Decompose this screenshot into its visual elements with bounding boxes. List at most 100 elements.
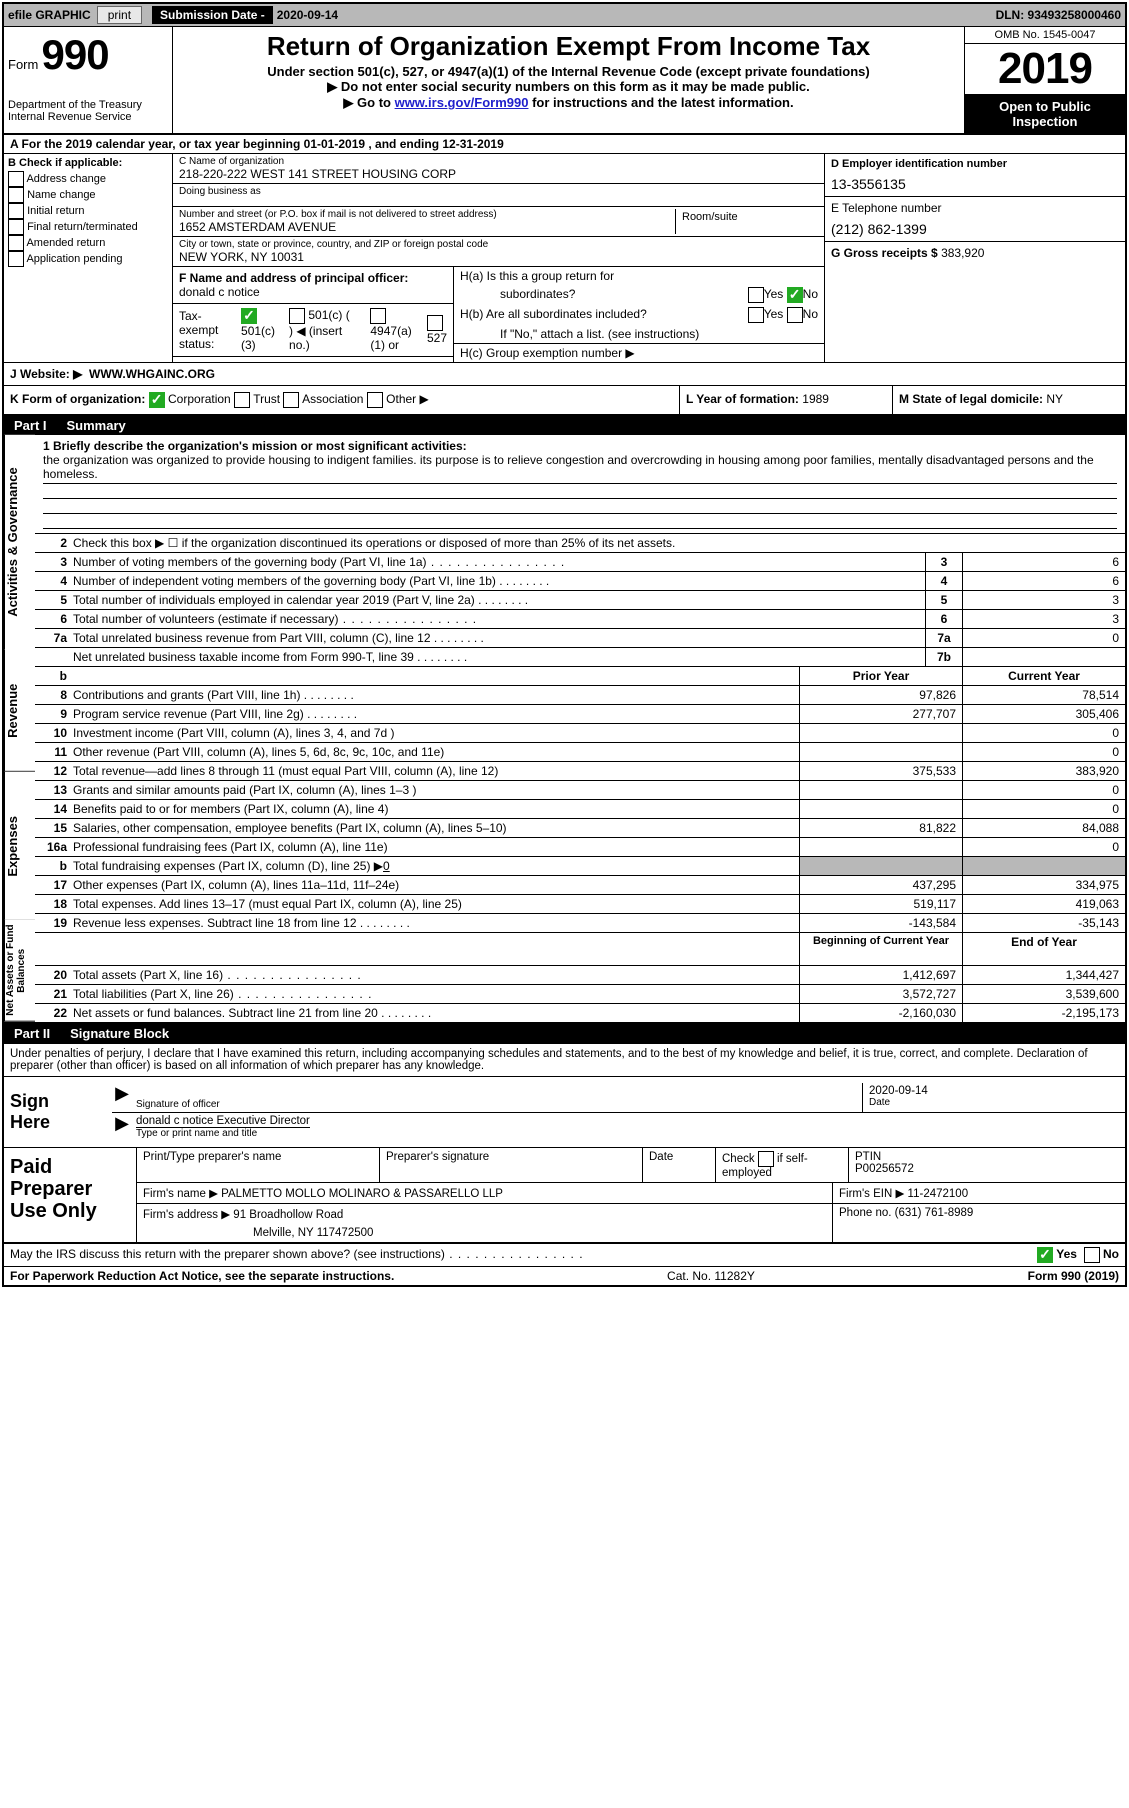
mission-q: 1 Briefly describe the organization's mi… — [43, 439, 1117, 453]
firm-phone: (631) 761-8989 — [895, 1207, 974, 1219]
b-header: B Check if applicable: — [8, 156, 168, 171]
g-lbl: G Gross receipts $ — [831, 246, 938, 260]
p-h1: Print/Type preparer's name — [137, 1148, 380, 1182]
r2: Check this box ▶ ☐ if the organization d… — [73, 534, 1125, 552]
cb-hb-yes[interactable] — [748, 307, 764, 323]
p18: 519,117 — [799, 895, 962, 913]
note-goto-post: for instructions and the latest informat… — [528, 95, 793, 110]
r10: Investment income (Part VIII, column (A)… — [73, 724, 799, 742]
r3: Number of voting members of the governin… — [73, 553, 925, 571]
c11: 0 — [962, 743, 1125, 761]
c9: 305,406 — [962, 705, 1125, 723]
cb-501c3[interactable] — [241, 308, 257, 324]
r16b-pre: Total fundraising expenses (Part IX, col… — [73, 859, 383, 873]
c-name-lbl: C Name of organization — [179, 156, 818, 167]
r5: Total number of individuals employed in … — [73, 591, 925, 609]
cb-discuss-yes[interactable] — [1037, 1247, 1053, 1263]
r20: Total assets (Part X, line 16) — [73, 966, 799, 984]
sig-date: 2020-09-14 — [869, 1085, 1119, 1097]
tab-net-assets: Net Assets or Fund Balances — [4, 920, 35, 1022]
p22: -2,160,030 — [799, 1004, 962, 1022]
h-current: Current Year — [962, 667, 1125, 685]
r16a: Professional fundraising fees (Part IX, … — [73, 838, 799, 856]
cb-assoc[interactable] — [283, 392, 299, 408]
dept-label: Department of the Treasury Internal Reve… — [8, 99, 168, 123]
open-public-1: Open to Public — [967, 99, 1123, 114]
cb-trust[interactable] — [234, 392, 250, 408]
cb-amended[interactable] — [8, 235, 24, 251]
b-pending: Application pending — [26, 253, 122, 265]
perjury: Under penalties of perjury, I declare th… — [4, 1043, 1125, 1076]
tab-revenue: Revenue — [4, 650, 35, 772]
dln: DLN: 93493258000460 — [996, 8, 1121, 22]
i-527: 527 — [427, 331, 447, 345]
note-goto-pre: ▶ Go to — [343, 95, 394, 110]
k-lbl: K Form of organization: — [10, 392, 145, 406]
street-lbl: Number and street (or P.O. box if mail i… — [179, 209, 675, 220]
open-public-2: Inspection — [967, 114, 1123, 129]
ha2: subordinates? — [460, 287, 748, 303]
c14: 0 — [962, 800, 1125, 818]
cb-address-change[interactable] — [8, 171, 24, 187]
room-lbl: Room/suite — [676, 209, 818, 234]
b-final: Final return/terminated — [27, 221, 138, 233]
paid-preparer: Paid Preparer Use Only — [4, 1148, 136, 1242]
org-name: 218-220-222 WEST 141 STREET HOUSING CORP — [179, 167, 818, 181]
cb-initial[interactable] — [8, 203, 24, 219]
v4: 6 — [962, 572, 1125, 590]
city: NEW YORK, NY 10031 — [179, 250, 818, 264]
officer-sig-lbl: Signature of officer — [136, 1099, 858, 1110]
r4: Number of independent voting members of … — [73, 572, 925, 590]
hb-note: If "No," attach a list. (see instruction… — [460, 327, 818, 341]
ein-lbl: Firm's EIN ▶ — [839, 1188, 904, 1200]
addr2: Melville, NY 117472500 — [143, 1221, 826, 1239]
cb-501c[interactable] — [289, 308, 305, 324]
c13: 0 — [962, 781, 1125, 799]
k-other: Other ▶ — [386, 392, 429, 406]
form-label: Form — [8, 57, 38, 72]
p-h2: Preparer's signature — [380, 1148, 643, 1182]
r22: Net assets or fund balances. Subtract li… — [73, 1004, 799, 1022]
hb-lbl: H(b) Are all subordinates included? — [460, 307, 748, 323]
c15: 84,088 — [962, 819, 1125, 837]
cb-discuss-no[interactable] — [1084, 1247, 1100, 1263]
r21: Total liabilities (Part X, line 26) — [73, 985, 799, 1003]
cb-ha-yes[interactable] — [748, 287, 764, 303]
cb-pending[interactable] — [8, 251, 24, 267]
cb-ha-no[interactable] — [787, 287, 803, 303]
h-begin: Beginning of Current Year — [799, 933, 962, 965]
r9: Program service revenue (Part VIII, line… — [73, 705, 799, 723]
phone: (212) 862-1399 — [831, 215, 1119, 237]
discuss-q: May the IRS discuss this return with the… — [10, 1247, 584, 1263]
cb-other[interactable] — [367, 392, 383, 408]
cb-527[interactable] — [427, 315, 443, 331]
sign-here: Sign Here — [4, 1077, 96, 1147]
form990-link[interactable]: www.irs.gov/Form990 — [395, 95, 529, 110]
cb-name-change[interactable] — [8, 187, 24, 203]
p-h4a: Check — [722, 1153, 758, 1165]
p15: 81,822 — [799, 819, 962, 837]
page-title: Return of Organization Exempt From Incom… — [179, 31, 958, 62]
cb-corp[interactable] — [149, 392, 165, 408]
discuss-yes: Yes — [1056, 1247, 1077, 1261]
cb-final[interactable] — [8, 219, 24, 235]
b-addr: Address change — [26, 173, 106, 185]
k-corp: Corporation — [168, 392, 231, 406]
line-a: A For the 2019 calendar year, or tax yea… — [4, 135, 1125, 154]
c17: 334,975 — [962, 876, 1125, 894]
r17: Other expenses (Part IX, column (A), lin… — [73, 876, 799, 894]
cb-self-employed[interactable] — [758, 1151, 774, 1167]
d-lbl: D Employer identification number — [831, 158, 1119, 170]
cb-4947[interactable] — [370, 308, 386, 324]
hc-lbl: H(c) Group exemption number ▶ — [460, 346, 818, 360]
k-trust: Trust — [253, 392, 280, 406]
c10: 0 — [962, 724, 1125, 742]
b-amend: Amended return — [26, 237, 105, 249]
cb-hb-no[interactable] — [787, 307, 803, 323]
print-button[interactable]: print — [97, 6, 142, 24]
part1-title: Summary — [67, 418, 126, 433]
r19: Revenue less expenses. Subtract line 18 … — [73, 914, 799, 932]
submission-date: 2020-09-14 — [277, 8, 338, 22]
ptin-lbl: PTIN — [855, 1151, 1119, 1163]
c20: 1,344,427 — [962, 966, 1125, 984]
